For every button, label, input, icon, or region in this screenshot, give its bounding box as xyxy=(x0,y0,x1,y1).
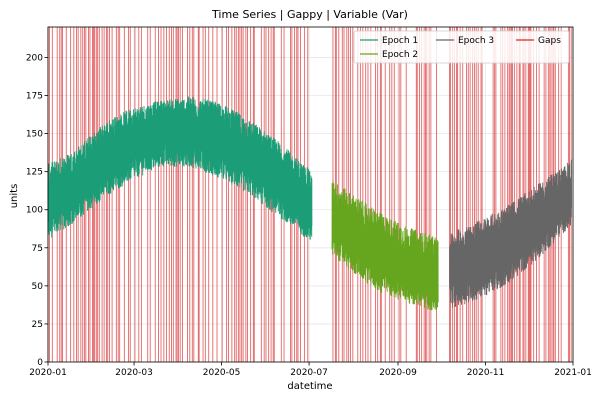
x-tick-label: 2020-01 xyxy=(29,368,67,378)
legend-label: Epoch 1 xyxy=(382,36,418,46)
y-tick-label: 50 xyxy=(32,282,44,292)
legend-label: Epoch 3 xyxy=(458,36,494,46)
axes xyxy=(47,26,574,363)
axes-frame xyxy=(47,26,574,363)
y-tick-label: 125 xyxy=(26,168,43,178)
x-tick-label: 2020-03 xyxy=(115,368,153,378)
series-line-1 xyxy=(47,96,313,240)
series-group xyxy=(47,96,573,311)
series-line-3 xyxy=(449,159,573,308)
series-line-2 xyxy=(331,180,439,311)
chart-title: Time Series | Gappy | Variable (Var) xyxy=(211,8,408,21)
ticks: 0 25 50 75 100 125 150 175 200 2020-01 2020-03 2020… xyxy=(26,53,592,378)
y-tick-label: 0 xyxy=(37,358,43,368)
y-tick-label: 75 xyxy=(32,244,43,254)
x-axis-label: datetime xyxy=(287,381,332,392)
y-axis-label: units xyxy=(9,184,20,209)
x-tick-label: 2021-01 xyxy=(554,368,592,378)
x-tick-label: 2020-09 xyxy=(379,368,417,378)
y-tick-label: 175 xyxy=(26,92,43,102)
x-tick-label: 2020-05 xyxy=(203,368,241,378)
legend-label: Gaps xyxy=(538,36,561,46)
y-tick-label: 25 xyxy=(32,320,43,330)
x-tick-label: 2020-11 xyxy=(467,368,505,378)
legend: Epoch 1 Epoch 2 Epoch 3 Gaps xyxy=(353,30,570,64)
x-tick-label: 2020-07 xyxy=(290,368,328,378)
legend-label: Epoch 2 xyxy=(382,50,418,60)
y-tick-label: 150 xyxy=(26,130,43,140)
y-tick-label: 100 xyxy=(26,206,43,216)
y-tick-label: 200 xyxy=(26,53,43,63)
legend-box xyxy=(353,30,570,64)
